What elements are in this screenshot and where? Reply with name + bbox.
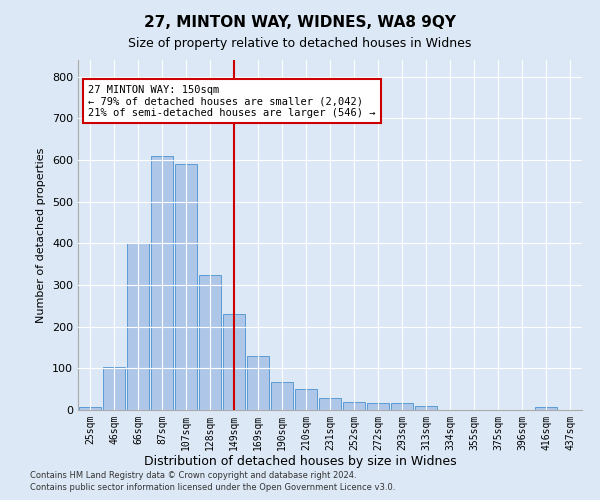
Bar — [151, 156, 173, 410]
Text: Contains public sector information licensed under the Open Government Licence v3: Contains public sector information licen… — [30, 483, 395, 492]
Bar — [271, 382, 293, 410]
Bar — [415, 406, 437, 410]
Bar — [199, 274, 221, 410]
Text: Contains HM Land Registry data © Crown copyright and database right 2024.: Contains HM Land Registry data © Crown c… — [30, 470, 356, 480]
Text: 27 MINTON WAY: 150sqm
← 79% of detached houses are smaller (2,042)
21% of semi-d: 27 MINTON WAY: 150sqm ← 79% of detached … — [88, 84, 376, 117]
Text: 27, MINTON WAY, WIDNES, WA8 9QY: 27, MINTON WAY, WIDNES, WA8 9QY — [144, 15, 456, 30]
Bar — [103, 367, 125, 410]
Bar — [247, 356, 269, 410]
Text: Size of property relative to detached houses in Widnes: Size of property relative to detached ho… — [128, 38, 472, 51]
Bar — [343, 402, 365, 410]
Bar — [223, 314, 245, 410]
Bar — [295, 389, 317, 410]
Bar — [535, 406, 557, 410]
Text: Distribution of detached houses by size in Widnes: Distribution of detached houses by size … — [143, 455, 457, 468]
Bar — [367, 402, 389, 410]
Bar — [319, 398, 341, 410]
Bar — [175, 164, 197, 410]
Y-axis label: Number of detached properties: Number of detached properties — [37, 148, 46, 322]
Bar — [79, 406, 101, 410]
Bar — [391, 402, 413, 410]
Bar — [127, 244, 149, 410]
